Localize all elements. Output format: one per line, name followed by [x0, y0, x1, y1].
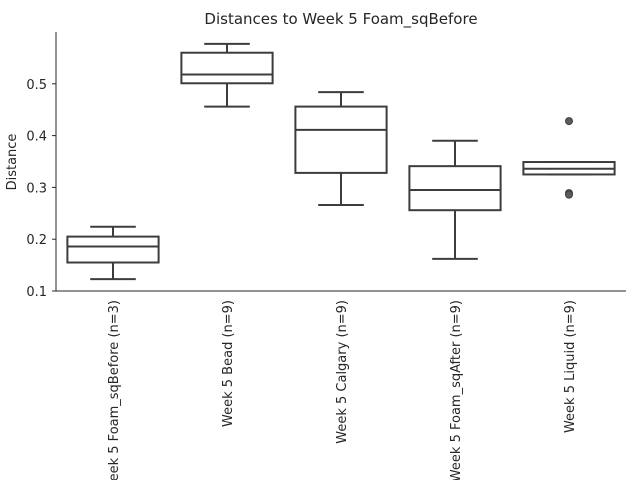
box-series	[66, 42, 616, 281]
outlier-point	[565, 190, 573, 199]
box-group	[294, 91, 388, 207]
outlier-point	[565, 117, 573, 126]
x-tick-label: Week 5 Calgary (n=9)	[335, 300, 350, 444]
y-tick-label: 0.5	[26, 78, 47, 93]
iqr-box	[180, 51, 274, 85]
iqr-box	[66, 235, 160, 264]
box-group	[522, 117, 616, 199]
x-tick-label: Week 5 Bead (n=9)	[221, 300, 236, 427]
iqr-box	[408, 165, 502, 212]
chart-title: Distances to Week 5 Foam_sqBefore	[204, 10, 477, 29]
box-group	[408, 139, 502, 260]
y-tick-label: 0.2	[26, 233, 47, 248]
box-group	[66, 225, 160, 281]
y-tick-label: 0.3	[26, 181, 47, 196]
x-axis-ticks: Week 5 Foam_sqBefore (n=3) Week 5 Bead (n…	[107, 300, 578, 480]
y-tick-label: 0.4	[26, 130, 47, 145]
x-tick-label: Week 5 Foam_sqBefore (n=3)	[107, 300, 122, 480]
y-tick-label: 0.1	[26, 285, 47, 300]
box-group	[180, 42, 274, 108]
x-tick-label: Week 5 Liquid (n=9)	[563, 300, 578, 433]
x-tick-label: Week 5 Foam_sqAfter (n=9)	[449, 300, 464, 480]
iqr-box	[294, 105, 388, 174]
y-axis-ticks: 0.1 0.2 0.3 0.4 0.5	[26, 78, 56, 300]
y-axis-label: Distance	[5, 134, 20, 191]
